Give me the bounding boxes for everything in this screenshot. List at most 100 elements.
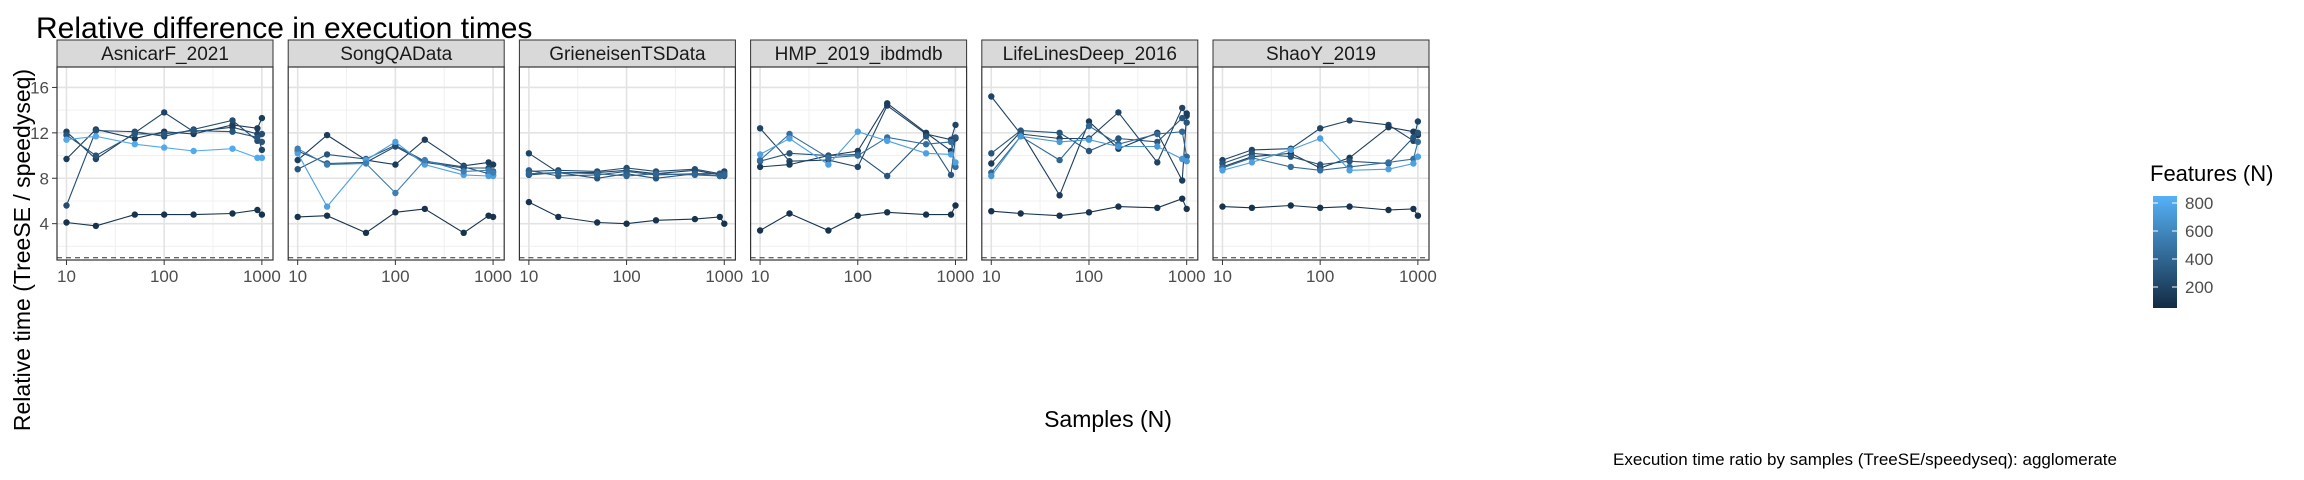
legend-tick-label: 400 bbox=[2185, 250, 2213, 269]
data-point bbox=[1287, 146, 1295, 154]
series-line bbox=[528, 167, 725, 176]
data-point bbox=[721, 220, 728, 227]
x-tick-label: 10 bbox=[982, 267, 1001, 286]
data-point bbox=[229, 128, 236, 135]
data-point bbox=[1317, 204, 1324, 211]
panel-border bbox=[749, 66, 968, 261]
data-point bbox=[392, 189, 399, 197]
data-point bbox=[323, 212, 331, 219]
facet-strip-label: SongQAData bbox=[340, 44, 452, 65]
data-point bbox=[1287, 202, 1295, 209]
series-line bbox=[991, 198, 1188, 217]
data-point bbox=[652, 217, 660, 224]
data-point bbox=[1385, 166, 1392, 173]
data-point bbox=[63, 202, 70, 209]
facet-strip bbox=[981, 39, 1199, 68]
data-point bbox=[258, 154, 266, 161]
data-point bbox=[131, 135, 138, 142]
panel-border bbox=[518, 66, 737, 261]
data-point bbox=[952, 134, 959, 141]
data-point bbox=[258, 114, 266, 122]
facet-strip-label: LifeLinesDeep_2016 bbox=[1003, 44, 1177, 65]
data-point bbox=[786, 130, 793, 138]
panel-background bbox=[981, 67, 1198, 260]
series-line bbox=[759, 131, 956, 166]
x-tick-label: 1000 bbox=[474, 267, 512, 286]
data-point bbox=[922, 211, 930, 218]
data-point bbox=[229, 117, 236, 124]
data-point bbox=[1085, 209, 1093, 216]
data-point bbox=[756, 151, 764, 158]
data-point bbox=[786, 210, 793, 217]
data-point bbox=[525, 170, 533, 177]
data-point bbox=[131, 141, 138, 148]
facet-strip bbox=[56, 39, 274, 68]
data-point bbox=[1414, 212, 1422, 219]
series-line bbox=[66, 135, 262, 159]
data-point bbox=[1183, 205, 1190, 213]
data-point bbox=[63, 155, 70, 163]
data-point bbox=[756, 125, 764, 132]
series-line bbox=[990, 135, 1187, 177]
data-point bbox=[1056, 156, 1063, 164]
panel-background bbox=[519, 67, 736, 260]
data-point bbox=[1414, 138, 1422, 146]
data-point bbox=[691, 171, 699, 179]
facet-strip bbox=[1212, 39, 1430, 68]
data-point bbox=[229, 210, 236, 217]
data-point bbox=[1179, 195, 1186, 202]
facet-panel: HMP_2019_ibdmdb 10 100 1000 bbox=[749, 39, 974, 286]
data-point bbox=[392, 143, 399, 150]
x-tick-label: 100 bbox=[844, 267, 872, 286]
data-point bbox=[1414, 129, 1422, 136]
data-point bbox=[786, 135, 793, 142]
x-tick-label: 10 bbox=[57, 267, 76, 286]
series-line bbox=[297, 148, 494, 194]
data-point bbox=[323, 161, 331, 168]
data-point bbox=[1346, 203, 1353, 210]
data-point bbox=[1115, 203, 1122, 210]
data-point bbox=[1248, 204, 1256, 211]
data-point bbox=[1248, 159, 1256, 166]
data-point bbox=[1179, 128, 1186, 135]
data-point bbox=[825, 161, 832, 168]
x-tick-label: 100 bbox=[1306, 267, 1334, 286]
x-tick-label: 100 bbox=[1075, 267, 1103, 286]
facet-strip-label: ShaoY_2019 bbox=[1266, 44, 1376, 65]
data-point bbox=[485, 172, 492, 180]
panel-border bbox=[1212, 66, 1430, 261]
data-point bbox=[922, 133, 930, 140]
data-point bbox=[988, 208, 995, 215]
y-tick-label: 8 bbox=[40, 169, 49, 188]
x-tick-label: 100 bbox=[150, 267, 178, 286]
data-point bbox=[988, 93, 995, 100]
x-tick-label: 10 bbox=[519, 267, 538, 286]
data-point bbox=[884, 100, 891, 107]
data-point bbox=[988, 160, 995, 167]
data-point bbox=[594, 219, 601, 226]
data-point bbox=[1183, 119, 1190, 126]
data-point bbox=[1085, 147, 1093, 155]
facet-panel: GrieneisenTSData 10 100 1000 bbox=[518, 39, 743, 286]
data-point bbox=[854, 212, 861, 219]
legend-tick-label: 200 bbox=[2185, 278, 2213, 297]
y-tick-label: 12 bbox=[30, 124, 49, 143]
series-line bbox=[528, 201, 725, 225]
data-point bbox=[190, 147, 197, 155]
x-tick-label: 1000 bbox=[1168, 267, 1206, 286]
data-point bbox=[1115, 109, 1122, 116]
series-line bbox=[297, 141, 494, 208]
data-point bbox=[1317, 167, 1324, 174]
data-point bbox=[1017, 210, 1024, 217]
data-point bbox=[952, 202, 959, 209]
data-point bbox=[489, 213, 497, 221]
data-point bbox=[92, 133, 100, 140]
data-point bbox=[1410, 160, 1417, 167]
series-line bbox=[297, 134, 494, 167]
data-point bbox=[1317, 125, 1324, 132]
data-point bbox=[1183, 110, 1190, 117]
x-tick-label: 1000 bbox=[1399, 267, 1437, 286]
data-point bbox=[691, 215, 699, 223]
data-point bbox=[460, 229, 467, 236]
series-line bbox=[297, 208, 494, 234]
